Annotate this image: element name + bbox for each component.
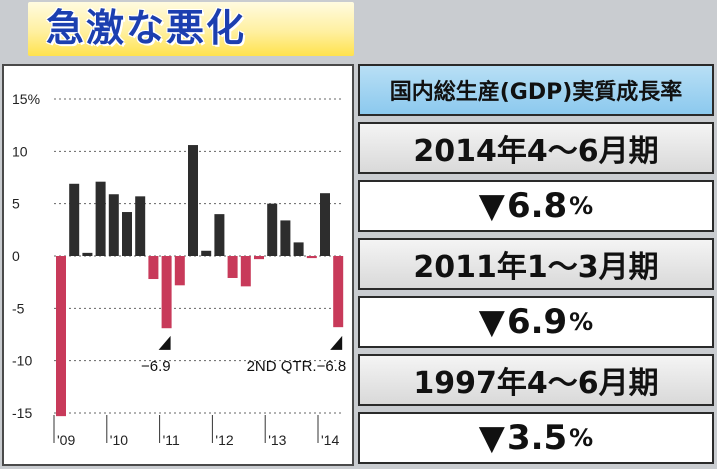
y-tick-label: 0 xyxy=(12,248,20,264)
bar xyxy=(174,256,185,286)
bar xyxy=(267,203,278,256)
y-tick-label: -10 xyxy=(12,353,32,369)
y-tick-label: 5 xyxy=(12,196,20,212)
x-tick-label: '12 xyxy=(215,432,233,448)
bar xyxy=(108,194,119,256)
x-tick-label: '09 xyxy=(57,432,75,448)
bar xyxy=(148,256,159,280)
gdp-table: 国内総生産(GDP)実質成長率 2014年4～6月期 ▼ 6.8 % 2011年… xyxy=(358,64,714,466)
bar xyxy=(56,256,66,417)
bar xyxy=(69,183,80,256)
annotation-pointer xyxy=(158,335,171,350)
value-row-1997: ▼ 3.5 % xyxy=(358,412,714,464)
period-row-2014: 2014年4～6月期 xyxy=(358,122,714,174)
down-triangle-icon: ▼ xyxy=(478,302,505,342)
y-tick-label: 10 xyxy=(12,143,28,159)
unit-text: % xyxy=(569,192,594,220)
bar xyxy=(95,181,106,256)
value-text: 6.9 xyxy=(506,302,568,342)
annotation-label: −6.9 xyxy=(141,358,171,375)
bar xyxy=(280,220,291,256)
value-row-2014: ▼ 6.8 % xyxy=(358,180,714,232)
bar xyxy=(293,242,304,256)
bar xyxy=(240,256,251,287)
period-row-2011: 2011年1～3月期 xyxy=(358,238,714,290)
bar xyxy=(188,145,198,256)
annotation-pointer xyxy=(330,335,343,350)
bar xyxy=(201,250,212,256)
bar xyxy=(227,256,238,278)
page-title: 急激な悪化 xyxy=(46,6,247,50)
y-tick-label: -5 xyxy=(12,300,25,316)
gdp-bar-chart: 15% 10 5 0 -5 -10 -15 '09 '10 '11 '12 '13 '14 −6.9 2ND… xyxy=(2,64,354,466)
value-row-2011: ▼ 6.9 % xyxy=(358,296,714,348)
value-text: 6.8 xyxy=(506,186,568,226)
bar xyxy=(333,256,344,328)
x-tick-label: '10 xyxy=(110,432,128,448)
unit-text: % xyxy=(569,308,594,336)
bar xyxy=(122,212,132,256)
bar xyxy=(214,214,225,256)
period-row-1997: 1997年4～6月期 xyxy=(358,354,714,406)
annotation-label: 2ND QTR.−6.8 xyxy=(247,358,347,375)
y-tick-label: -15 xyxy=(12,405,32,421)
down-triangle-icon: ▼ xyxy=(478,186,505,226)
bar xyxy=(82,252,93,256)
value-text: 3.5 xyxy=(506,418,568,458)
bar xyxy=(320,193,330,256)
down-triangle-icon: ▼ xyxy=(478,418,505,458)
bar xyxy=(306,256,317,259)
title-banner xyxy=(28,2,354,56)
chart-svg: 15% 10 5 0 -5 -10 -15 '09 '10 '11 '12 '13 '14 −6.9 2ND… xyxy=(12,91,347,448)
x-tick-label: '13 xyxy=(268,432,286,448)
bar xyxy=(135,196,146,256)
unit-text: % xyxy=(569,424,594,452)
bar xyxy=(161,256,172,329)
x-tick-label: '14 xyxy=(321,432,339,448)
table-header: 国内総生産(GDP)実質成長率 xyxy=(358,64,714,116)
y-tick-label: 15% xyxy=(12,91,40,107)
x-tick-label: '11 xyxy=(163,432,180,448)
bar xyxy=(254,256,264,260)
